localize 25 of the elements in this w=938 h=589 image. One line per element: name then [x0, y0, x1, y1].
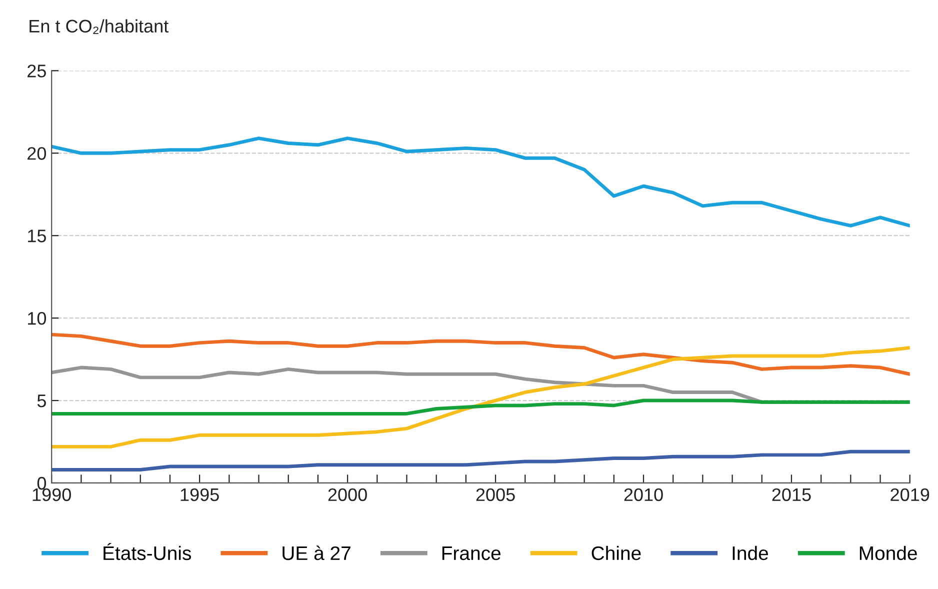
y-axis-title: En t CO₂/habitant: [30, 19, 168, 34]
y-tick-label: 0: [37, 476, 46, 490]
legend-label: UE à 27: [282, 546, 350, 560]
y-tick-label: 20: [28, 147, 46, 160]
y-tick-label: 10: [28, 312, 46, 325]
x-tick-label: 1990: [32, 488, 71, 502]
line-series: [52, 398, 910, 416]
x-tick-label: 2005: [476, 488, 515, 502]
x-tick-label: 2010: [624, 488, 663, 502]
x-tick-label: 2000: [328, 488, 367, 502]
line-series: [52, 346, 910, 448]
legend-label: États-Unis: [104, 543, 191, 560]
y-tick-label: 15: [28, 230, 46, 242]
legend-label: France: [442, 546, 500, 560]
y-tick-label: 25: [28, 64, 46, 78]
line-series: [52, 450, 910, 472]
y-tick-label: 5: [37, 394, 46, 408]
legend-label: Inde: [732, 546, 768, 560]
line-series: [52, 332, 910, 376]
x-tick-label: 2015: [772, 488, 811, 502]
line-series: [52, 136, 910, 228]
x-tick-label: 2019: [890, 488, 930, 502]
legend-label: Chine: [592, 546, 641, 560]
legend-label: Monde: [860, 546, 917, 560]
x-tick-label: 1995: [180, 488, 219, 502]
